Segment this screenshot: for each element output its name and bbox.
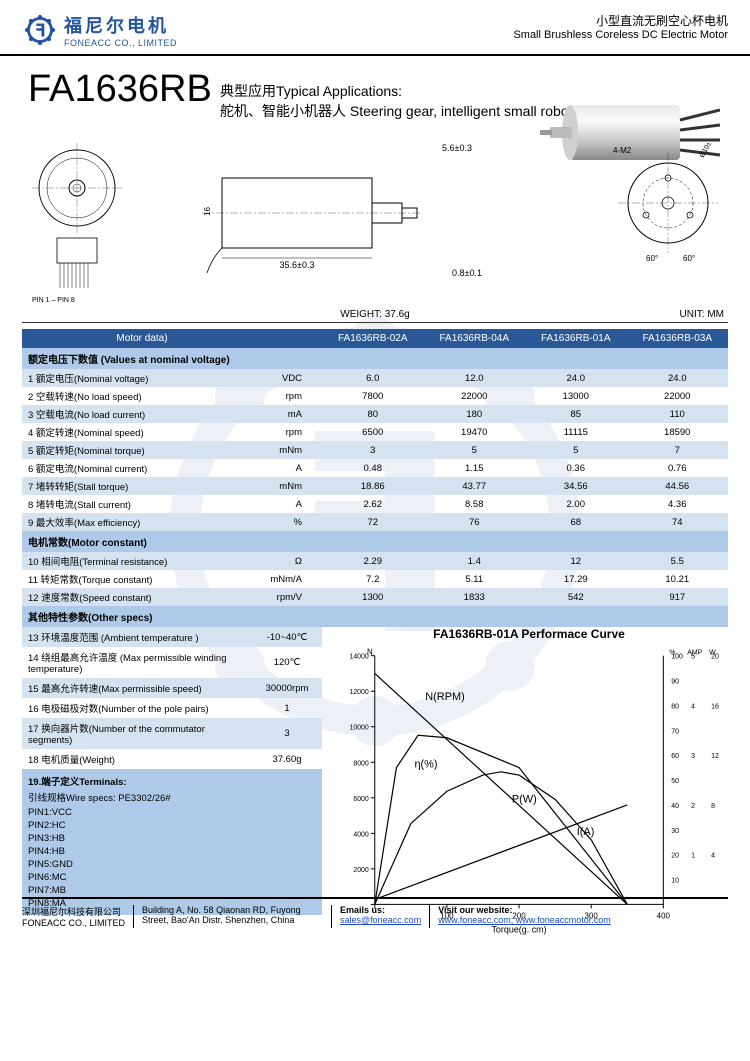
footer-address: Building A, No. 58 Qiaonan RD, Fuyong St… (142, 905, 332, 928)
svg-text:P(W): P(W) (512, 794, 537, 806)
svg-text:2000: 2000 (353, 867, 369, 874)
footer-email: Emails us: sales@foneacc.com (340, 905, 430, 928)
svg-text:10000: 10000 (349, 725, 368, 732)
performance-chart: FA1636RB-01A Performace Curve 1002003004… (330, 627, 728, 940)
svg-text:35.6±0.3: 35.6±0.3 (280, 260, 315, 270)
svg-text:8: 8 (711, 803, 715, 810)
drawing-side-view: 35.6±0.3 16 (202, 158, 422, 278)
email-link[interactable]: sales@foneacc.com (340, 915, 421, 925)
svg-text:60: 60 (671, 753, 679, 760)
gear-logo-icon (22, 12, 58, 48)
svg-text:16: 16 (711, 703, 719, 710)
svg-text:6000: 6000 (353, 796, 369, 803)
svg-text:30: 30 (671, 828, 679, 835)
svg-text:14000: 14000 (349, 654, 368, 661)
page-header: 福尼尔电机 FONEACC CO., LIMITED 小型直流无刷空心杯电机 S… (0, 0, 750, 56)
motor-data-table: Motor data) FA1636RB-02A FA1636RB-04A FA… (22, 329, 728, 627)
svg-text:W: W (709, 650, 716, 657)
weight-label: WEIGHT: 37.6g (340, 309, 409, 320)
svg-text:12000: 12000 (349, 689, 368, 696)
svg-text:10: 10 (671, 878, 679, 885)
svg-text:η(%): η(%) (414, 759, 437, 771)
footer-website: Visit our website: www.foneacc.com; www.… (438, 905, 619, 928)
svg-text:AMP: AMP (687, 650, 702, 657)
svg-text:90: 90 (671, 679, 679, 686)
svg-text:4000: 4000 (353, 831, 369, 838)
drawing-rear-view: 60° 60° 4-M2 Ø10±0.05 (608, 143, 728, 273)
svg-text:4: 4 (711, 853, 715, 860)
svg-text:16: 16 (203, 207, 212, 216)
unit-label: UNIT: MM (680, 309, 724, 320)
company-name-cn: 福尼尔电机 (64, 12, 177, 38)
company-name-en: FONEACC CO., LIMITED (64, 38, 177, 48)
svg-text:I(A): I(A) (577, 826, 595, 838)
header-subtitle: 小型直流无刷空心杯电机 Small Brushless Coreless DC … (513, 12, 728, 41)
svg-text:4: 4 (691, 703, 695, 710)
company-logo: 福尼尔电机 FONEACC CO., LIMITED (22, 12, 177, 48)
svg-text:4-M2: 4-M2 (613, 146, 632, 155)
svg-text:60°: 60° (646, 254, 658, 263)
svg-text:80: 80 (671, 703, 679, 710)
svg-text:70: 70 (671, 728, 679, 735)
svg-text:%: % (669, 650, 675, 657)
technical-drawings: 35.6±0.316 60°60°4-M2Ø10±0.05 5.6±0.3 0.… (22, 133, 728, 323)
svg-text:12: 12 (711, 753, 719, 760)
terminals-box: 19.端子定义Terminals: 引线规格Wire specs: PE3302… (22, 769, 322, 915)
other-specs-table: 13 环境温度范围 (Ambient temperature )-10~40℃1… (22, 627, 322, 769)
svg-text:50: 50 (671, 778, 679, 785)
svg-text:1: 1 (691, 853, 695, 860)
svg-text:N(RPM): N(RPM) (425, 691, 465, 703)
page-footer: 深圳福尼尔科技有限公司 FONEACC CO., LIMITED Buildin… (22, 897, 728, 928)
svg-text:40: 40 (671, 803, 679, 810)
website-link[interactable]: www.foneacc.com; www.foneaccmotor.com (438, 915, 611, 925)
svg-text:Ø10±0.05: Ø10±0.05 (699, 143, 720, 159)
footer-company: 深圳福尼尔科技有限公司 FONEACC CO., LIMITED (22, 905, 134, 928)
svg-text:3: 3 (691, 753, 695, 760)
drawing-front-view (22, 143, 132, 293)
svg-text:60°: 60° (683, 254, 695, 263)
svg-text:20: 20 (671, 853, 679, 860)
svg-text:N: N (367, 648, 373, 657)
svg-text:8000: 8000 (353, 760, 369, 767)
svg-text:2: 2 (691, 803, 695, 810)
